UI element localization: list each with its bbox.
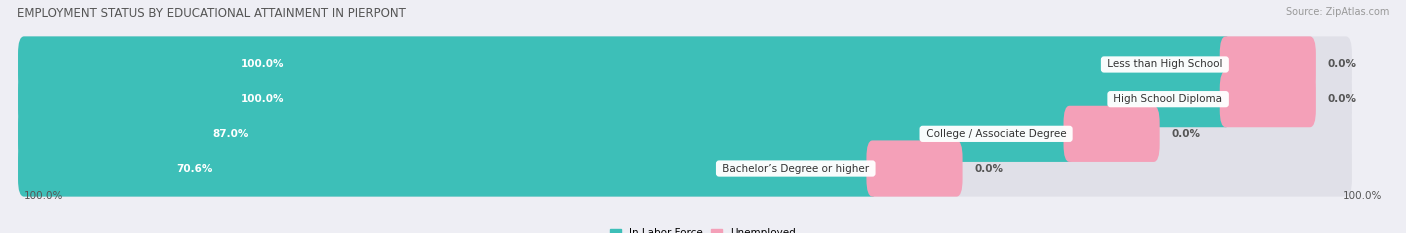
FancyBboxPatch shape xyxy=(18,71,1353,127)
FancyBboxPatch shape xyxy=(18,36,1232,93)
FancyBboxPatch shape xyxy=(18,140,879,197)
Text: 100.0%: 100.0% xyxy=(240,94,284,104)
Text: Less than High School: Less than High School xyxy=(1104,59,1226,69)
Legend: In Labor Force, Unemployed: In Labor Force, Unemployed xyxy=(606,224,800,233)
Text: Source: ZipAtlas.com: Source: ZipAtlas.com xyxy=(1285,7,1389,17)
FancyBboxPatch shape xyxy=(18,36,1353,93)
Text: High School Diploma: High School Diploma xyxy=(1111,94,1226,104)
Text: 70.6%: 70.6% xyxy=(177,164,214,174)
FancyBboxPatch shape xyxy=(18,106,1353,162)
Text: 100.0%: 100.0% xyxy=(240,59,284,69)
Text: 0.0%: 0.0% xyxy=(1327,94,1357,104)
FancyBboxPatch shape xyxy=(18,106,1076,162)
FancyBboxPatch shape xyxy=(1063,106,1160,162)
FancyBboxPatch shape xyxy=(18,71,1232,127)
Text: EMPLOYMENT STATUS BY EDUCATIONAL ATTAINMENT IN PIERPONT: EMPLOYMENT STATUS BY EDUCATIONAL ATTAINM… xyxy=(17,7,406,20)
Text: 0.0%: 0.0% xyxy=(1327,59,1357,69)
Text: 100.0%: 100.0% xyxy=(1343,191,1382,201)
FancyBboxPatch shape xyxy=(866,140,963,197)
Text: 100.0%: 100.0% xyxy=(24,191,63,201)
FancyBboxPatch shape xyxy=(18,140,1353,197)
FancyBboxPatch shape xyxy=(1220,36,1316,93)
Text: 0.0%: 0.0% xyxy=(974,164,1004,174)
Text: 87.0%: 87.0% xyxy=(212,129,249,139)
FancyBboxPatch shape xyxy=(1220,71,1316,127)
Text: 0.0%: 0.0% xyxy=(1171,129,1201,139)
Text: College / Associate Degree: College / Associate Degree xyxy=(922,129,1070,139)
Text: Bachelor’s Degree or higher: Bachelor’s Degree or higher xyxy=(718,164,873,174)
